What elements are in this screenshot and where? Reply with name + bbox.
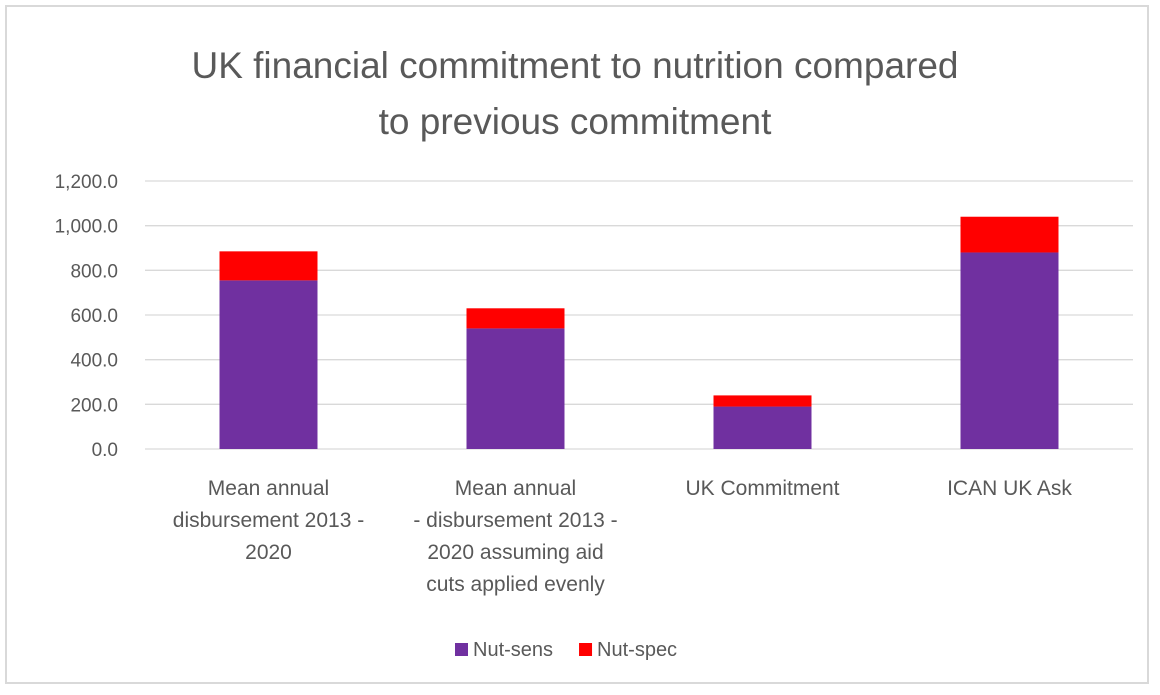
legend-swatch-nut-spec [579,643,593,656]
bar-nut-sens [219,280,318,449]
x-category-label: 2020 [245,541,292,564]
bar-nut-spec [713,395,812,407]
y-tick-label: 400.0 [70,351,118,372]
y-tick-label: 1,200.0 [55,172,118,193]
chart-title: UK financial commitment to nutrition com… [191,45,959,142]
legend-swatch-nut-sens [455,643,468,656]
bar-nut-spec [219,251,318,281]
bar-nut-sens [713,406,812,449]
bar-nut-sens [466,328,565,449]
x-category-label: cuts applied evenly [426,573,605,596]
bar-nut-spec [960,216,1059,253]
x-category-label: ICAN UK Ask [947,477,1072,500]
y-tick-label: 0.0 [92,440,118,461]
bar-nut-sens [960,252,1059,449]
y-tick-label: 800.0 [70,261,118,282]
legend-label: Nut-spec [597,639,677,661]
bar-nut-spec [466,308,565,329]
x-category-label: 2020 assuming aid [427,541,603,564]
x-category-label: Mean annual [455,477,576,500]
x-category-label: UK Commitment [685,477,839,500]
x-category-label: - disbursement 2013 - [413,509,617,532]
y-tick-label: 600.0 [70,306,118,327]
x-category-label: Mean annual [208,477,329,500]
y-tick-label: 200.0 [70,395,118,416]
x-category-label: disbursement 2013 - [173,509,364,532]
y-tick-label: 1,000.0 [55,217,118,238]
chart-frame [5,5,1149,684]
legend-label: Nut-sens [473,639,553,661]
